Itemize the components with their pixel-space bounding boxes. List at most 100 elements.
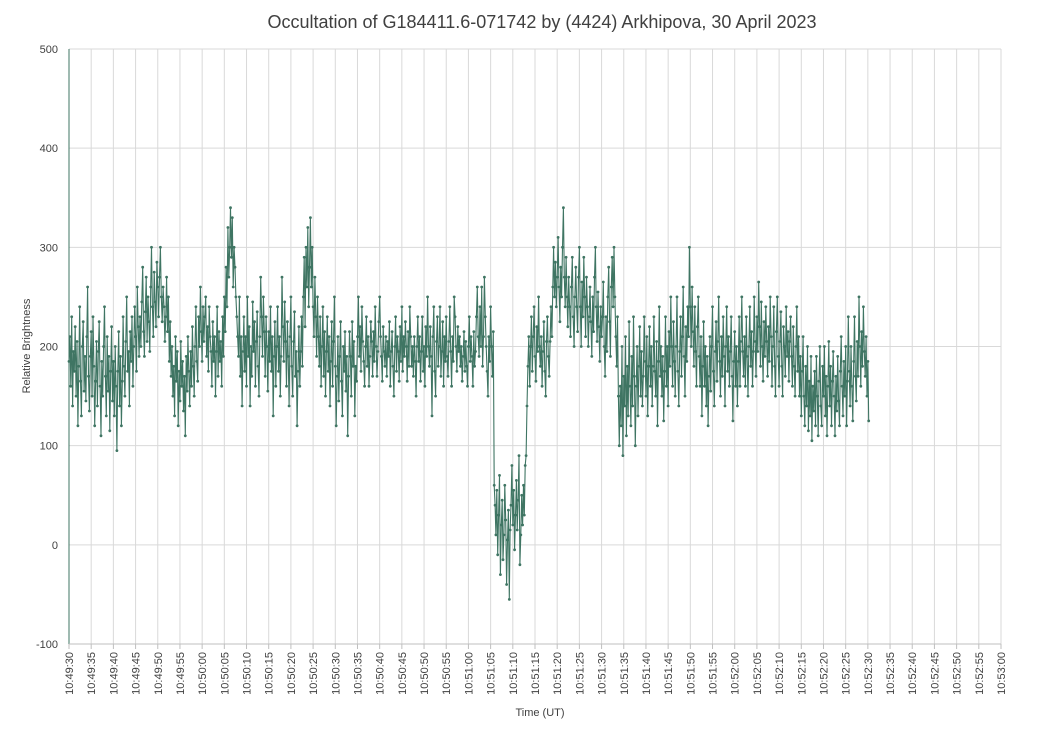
data-point [758,325,761,329]
data-point [776,355,780,358]
data-point [509,503,513,507]
data-point [95,340,98,343]
data-point [541,350,545,353]
data-point [373,305,377,309]
data-point [185,389,189,393]
data-point [124,340,128,343]
data-point [329,360,333,363]
x-tick-label: 10:52:05 [752,652,764,695]
data-point [83,355,87,358]
data-point [344,389,348,393]
data-point [623,404,626,408]
data-point [491,330,495,333]
data-point [93,424,97,428]
data-point [350,320,354,324]
data-point [180,384,184,388]
data-point [652,315,656,319]
data-point [264,315,268,319]
data-point [402,335,405,338]
data-point [409,335,413,338]
data-point [522,513,526,517]
data-point [117,330,121,333]
data-point [166,330,169,333]
data-point [702,320,705,324]
data-point [446,374,450,378]
data-point [810,439,814,443]
data-point [740,295,744,299]
data-point [430,414,434,418]
data-point [176,424,180,428]
data-point [390,330,394,333]
data-point [846,379,849,383]
data-point [363,384,366,388]
data-point [741,350,745,353]
data-point [707,374,711,378]
x-tick-label: 10:52:20 [818,652,830,695]
data-point [152,270,156,274]
data-point [428,364,431,368]
data-point [191,325,194,329]
data-point [578,245,581,249]
data-point [799,414,803,418]
data-point [220,384,224,388]
data-point [81,320,85,324]
data-point [365,364,369,368]
data-point [824,374,828,378]
data-point [858,345,862,348]
data-point [715,379,719,383]
data-point [625,434,628,438]
data-point [507,508,510,512]
data-point [564,255,568,259]
data-point [306,226,310,229]
data-point [229,206,232,210]
data-point [174,335,177,338]
data-point [289,295,293,299]
data-point [252,350,256,353]
data-point [70,315,74,319]
data-point [440,350,444,353]
data-point [98,384,102,388]
data-point [326,369,330,373]
data-point [688,245,691,249]
data-point [244,335,248,338]
data-point [200,360,204,363]
data-point [752,295,756,299]
x-tick-label: 10:51:10 [508,652,520,695]
data-point [221,315,225,319]
data-point [733,330,737,333]
data-point [80,345,84,348]
x-tick-label: 10:49:50 [153,652,165,695]
data-point [353,414,357,418]
data-point [563,305,567,309]
data-point [703,384,706,388]
data-point [454,345,458,348]
data-point [198,345,201,348]
data-point [729,315,733,319]
data-point [807,379,811,383]
data-point [209,350,213,353]
data-point [202,340,206,343]
data-point [516,498,520,502]
data-point [317,335,320,338]
data-point [368,355,372,358]
data-point [171,394,175,398]
y-axis-label: Relative Brightness [21,298,33,393]
data-point [113,345,117,348]
data-point [641,404,644,408]
data-point [515,479,518,482]
data-point [653,369,657,373]
data-point [554,305,558,309]
data-point [743,335,746,338]
x-tick-label: 10:52:00 [730,652,742,695]
data-point [697,355,701,358]
data-point [745,355,749,358]
y-tick-label: 0 [52,540,58,552]
data-point [531,335,535,338]
data-point [335,374,339,378]
data-point [680,335,684,338]
x-tick-label: 10:49:55 [175,652,187,695]
data-point [439,374,443,378]
data-point [574,265,578,269]
x-tick-label: 10:50:20 [286,652,298,695]
data-point [436,315,439,319]
